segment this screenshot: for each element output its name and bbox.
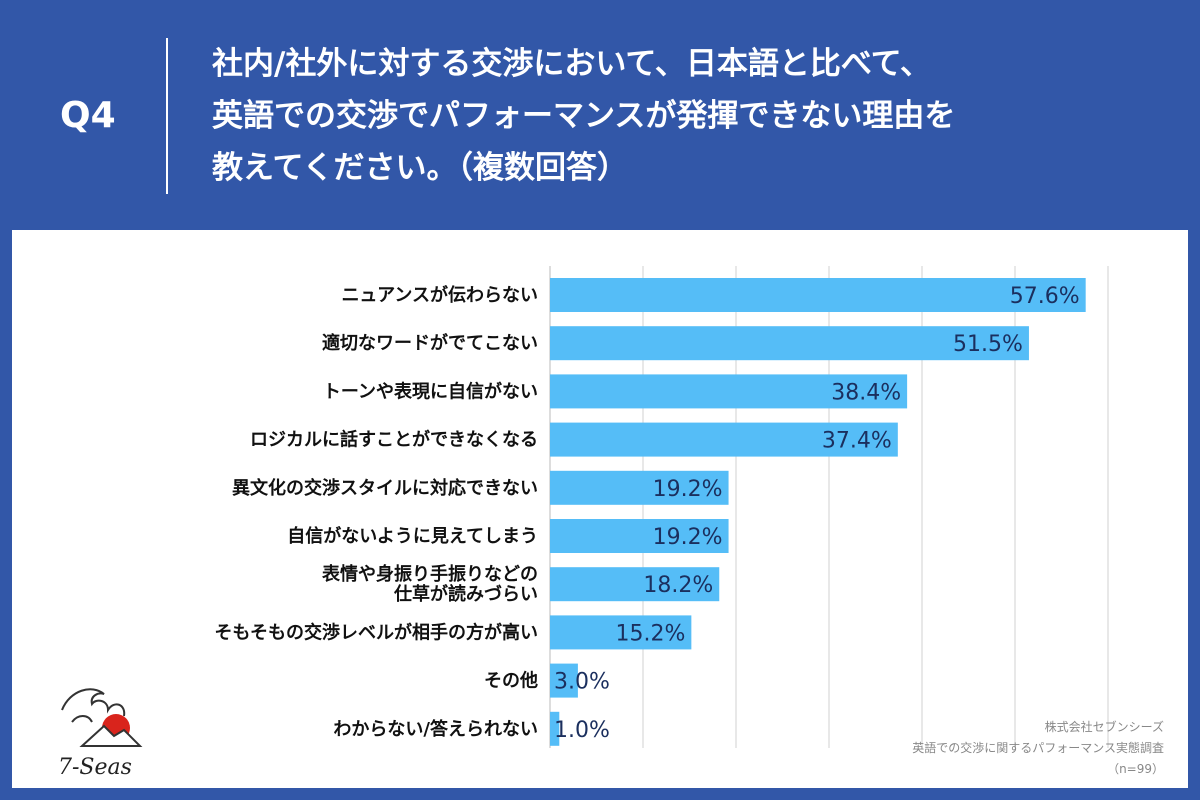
value-label: 38.4% bbox=[831, 380, 901, 405]
category-label: そもそもの交渉レベルが相手の方が高い bbox=[214, 621, 538, 643]
bar bbox=[550, 663, 578, 698]
bar bbox=[550, 278, 1086, 312]
bar bbox=[550, 422, 898, 457]
category-label: わからない/答えられない bbox=[333, 718, 538, 740]
category-label: 適切なワードがでてこない bbox=[322, 332, 538, 354]
bar bbox=[550, 374, 908, 409]
question-text: 社内/社外に対する交渉において、日本語と比べて、 英語での交渉でパフォーマンスが… bbox=[212, 38, 1172, 194]
value-label: 1.0% bbox=[554, 718, 610, 743]
seven-seas-logo: 7-Seas bbox=[58, 688, 143, 780]
logo-text: 7-Seas bbox=[58, 755, 132, 780]
question-line-1: 社内/社外に対する交渉において、日本語と比べて、 bbox=[212, 46, 932, 82]
bar bbox=[550, 470, 729, 505]
value-label: 18.2% bbox=[643, 573, 713, 598]
wave-curl-icon bbox=[71, 715, 93, 723]
source-sample: （n=99） bbox=[1107, 762, 1164, 776]
chart-panel: ニュアンスが伝わらない 57.6% 適切なワードがでてこない 51.5% トーンや表現に… bbox=[12, 230, 1188, 788]
category-label: ロジカルに話すことができなくなる bbox=[250, 429, 538, 451]
bar bbox=[550, 519, 729, 553]
bar bbox=[550, 615, 692, 650]
category-label: 表情や身振り手振りなどの仕草が読みづらい bbox=[322, 563, 538, 605]
category-label: 異文化の交渉スタイルに対応できない bbox=[232, 477, 538, 499]
bar bbox=[550, 326, 1029, 361]
source-company: 株式会社セブンシーズ bbox=[1044, 720, 1164, 734]
value-label: 19.2% bbox=[653, 525, 723, 550]
question-number: Q4 bbox=[60, 95, 116, 136]
header: Q4 社内/社外に対する交渉において、日本語と比べて、 英語での交渉でパフォーマ… bbox=[0, 0, 1200, 230]
category-label: ニュアンスが伝わらない bbox=[341, 284, 538, 306]
value-label: 57.6% bbox=[1010, 284, 1080, 309]
header-divider bbox=[166, 38, 168, 194]
value-label: 3.0% bbox=[554, 670, 610, 695]
source-note: 株式会社セブンシーズ 英語での交渉に関するパフォーマンス実態調査 （n=99） bbox=[912, 717, 1164, 780]
value-label: 51.5% bbox=[953, 332, 1023, 357]
bar bbox=[550, 711, 560, 746]
bar bbox=[550, 567, 720, 602]
value-label: 15.2% bbox=[615, 621, 685, 646]
bar-chart: ニュアンスが伝わらない 57.6% 適切なワードがでてこない 51.5% トーンや表現に… bbox=[214, 266, 1109, 748]
category-label: 自信がないように見えてしまう bbox=[287, 525, 538, 547]
value-label: 37.4% bbox=[822, 429, 892, 454]
question-line-3: 教えてください。（複数回答） bbox=[212, 150, 629, 186]
category-label: トーンや表現に自信がない bbox=[323, 380, 538, 402]
source-survey: 英語での交渉に関するパフォーマンス実態調査 bbox=[912, 741, 1164, 755]
wave-icon bbox=[61, 688, 126, 717]
category-label: その他 bbox=[484, 670, 538, 692]
value-label: 19.2% bbox=[653, 477, 723, 502]
question-line-2: 英語での交渉でパフォーマンスが発揮できない理由を bbox=[212, 98, 956, 134]
mountain-icon bbox=[79, 724, 143, 747]
